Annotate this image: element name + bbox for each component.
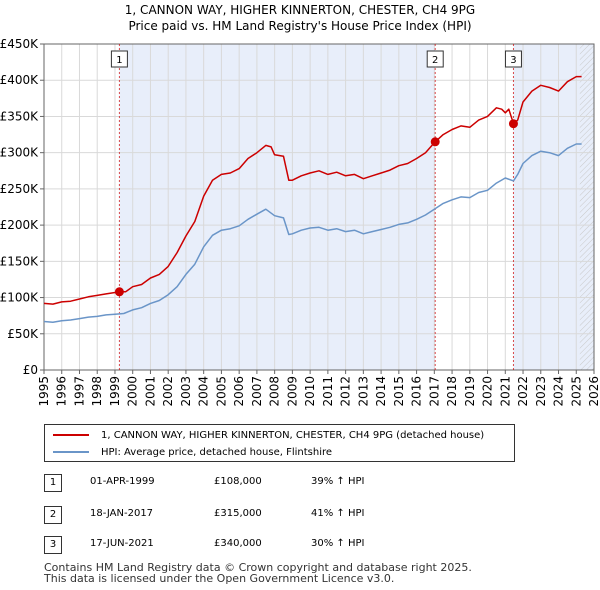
x-tick-label: 1999 [108, 376, 122, 407]
transaction-price: £108,000 [214, 476, 262, 487]
x-tick-label: 2018 [445, 376, 459, 407]
ownership-shade [119, 44, 436, 370]
footer: Contains HM Land Registry data © Crown c… [44, 562, 472, 584]
legend-swatch-property [53, 434, 89, 436]
x-tick-label: 2022 [516, 376, 530, 407]
transaction-date: 17-JUN-2021 [90, 538, 154, 549]
sale-marker-label: 1 [116, 55, 122, 66]
sale-point [114, 287, 124, 297]
y-tick-label: £200K [0, 218, 39, 232]
x-tick-label: 2007 [250, 376, 264, 407]
price-chart: £0 £50K £100K £150K £200K £250K £300K £350K £400… [0, 37, 600, 407]
legend-label-property: 1, CANNON WAY, HIGHER KINNERTON, CHESTER… [101, 429, 485, 441]
x-tick-label: 2013 [356, 376, 370, 407]
x-tick-label: 1997 [72, 376, 86, 407]
x-tick-label: 2010 [303, 376, 317, 407]
x-tick-label: 2016 [410, 376, 424, 407]
y-tick-label: £0 [23, 363, 38, 377]
transaction-date: 01-APR-1999 [90, 476, 155, 487]
x-tick-label: 2025 [569, 376, 583, 407]
sale-marker-box [110, 50, 128, 68]
transaction-number: 3 [44, 536, 62, 554]
sale-marker-label: 3 [510, 55, 516, 66]
legend: 1, CANNON WAY, HIGHER KINNERTON, CHESTER… [44, 424, 515, 462]
chart-subtitle: Price paid vs. HM Land Registry's House … [128, 19, 472, 33]
x-tick-label: 2015 [392, 376, 406, 407]
y-tick-label: £150K [0, 254, 39, 268]
transaction-price: £315,000 [214, 508, 262, 519]
y-tick-label: £50K [7, 327, 39, 341]
transaction-price: £340,000 [214, 538, 262, 549]
x-tick-label: 2000 [126, 376, 140, 407]
x-tick-label: 2009 [285, 376, 299, 407]
y-tick-label: £300K [0, 146, 39, 160]
legend-item-property: 1, CANNON WAY, HIGHER KINNERTON, CHESTER… [53, 427, 484, 443]
sale-point [508, 119, 518, 129]
x-tick-label: 1995 [37, 376, 51, 407]
series-line [43, 75, 582, 305]
y-tick-label: £400K [0, 73, 39, 87]
transaction-date: 18-JAN-2017 [90, 508, 154, 519]
x-tick-label: 2019 [463, 376, 477, 407]
legend-item-hpi: HPI: Average price, detached house, Flin… [53, 444, 332, 460]
x-tick-label: 2014 [374, 376, 388, 407]
legend-swatch-hpi [53, 451, 89, 453]
sale-marker-box [504, 50, 522, 68]
plot-frame [43, 43, 595, 371]
y-tick-label: £350K [0, 109, 39, 123]
x-tick-label: 2006 [232, 376, 246, 407]
y-tick-label: £100K [0, 291, 39, 305]
x-tick-label: 2008 [268, 376, 282, 407]
footer-copyright: Contains HM Land Registry data © Crown c… [44, 561, 472, 574]
transaction-hpi: 30% ↑ HPI [311, 538, 365, 549]
transaction-hpi: 41% ↑ HPI [311, 508, 365, 519]
footer-licence: This data is licensed under the Open Gov… [44, 572, 395, 585]
projection-hatch [579, 44, 594, 370]
transaction-number: 1 [44, 474, 62, 492]
transaction-number: 2 [44, 506, 62, 524]
x-tick-label: 2005 [214, 376, 228, 407]
sale-marker-box [426, 50, 444, 68]
chart-title: 1, CANNON WAY, HIGHER KINNERTON, CHESTER… [124, 3, 476, 17]
x-tick-label: 2023 [534, 376, 548, 407]
x-tick-label: 2004 [197, 376, 211, 407]
x-tick-label: 2001 [143, 376, 157, 407]
x-tick-label: 2012 [339, 376, 353, 407]
sale-point [430, 137, 440, 147]
x-tick-label: 2017 [427, 376, 441, 407]
x-tick-label: 2021 [498, 376, 512, 407]
x-tick-label: 2011 [321, 376, 335, 407]
x-tick-label: 2024 [552, 376, 566, 407]
x-tick-label: 1998 [90, 376, 104, 407]
x-tick-label: 2003 [179, 376, 193, 407]
x-tick-label: 1996 [55, 376, 69, 407]
x-tick-label: 2020 [481, 376, 495, 407]
y-tick-label: £250K [0, 182, 39, 196]
transaction-hpi: 39% ↑ HPI [311, 476, 365, 487]
series-line [43, 143, 582, 323]
y-tick-label: £450K [0, 37, 39, 51]
x-tick-label: 2026 [587, 376, 600, 407]
sale-marker-label: 2 [432, 55, 438, 66]
legend-label-hpi: HPI: Average price, detached house, Flin… [101, 446, 333, 458]
x-tick-label: 2002 [161, 376, 175, 407]
